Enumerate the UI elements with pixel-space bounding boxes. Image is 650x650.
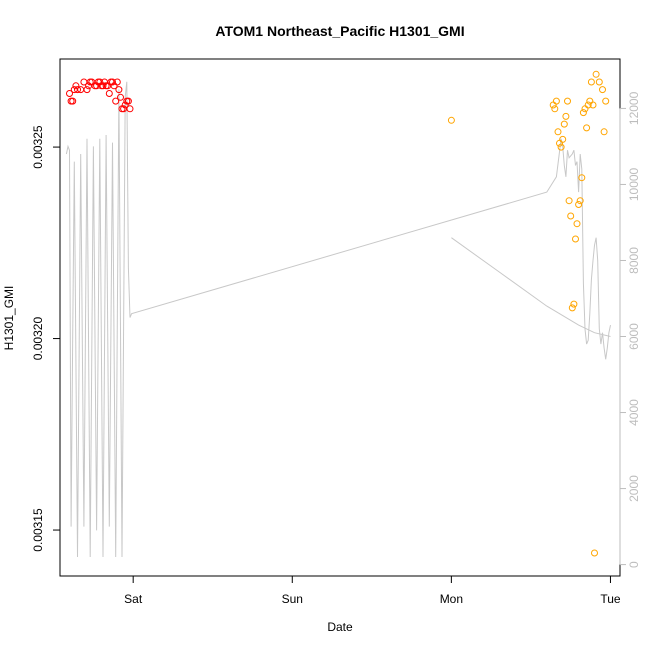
- data-point: [69, 97, 77, 105]
- y2-tick-label: 2000: [627, 475, 641, 502]
- data-point: [562, 112, 570, 120]
- data-point: [579, 109, 587, 117]
- data-point: [586, 97, 594, 105]
- plot-area-border: [59, 58, 621, 577]
- data-point: [557, 143, 565, 151]
- data-point: [602, 97, 610, 105]
- y-tick-label: 0.00320: [31, 317, 45, 361]
- data-point: [113, 78, 121, 86]
- data-point: [74, 86, 81, 94]
- y2-tick-label: 4000: [627, 399, 641, 426]
- y-axis-left: 0.00315 0.00320 0.00325: [31, 125, 61, 552]
- data-point: [583, 124, 591, 132]
- data-point: [124, 97, 132, 105]
- y2-tick-label: 12000: [627, 91, 641, 125]
- data-point: [567, 212, 575, 220]
- y-axis-right: 0 2000 4000 6000 8000 10000 12000: [619, 91, 641, 568]
- data-point: [549, 101, 557, 109]
- data-point: [595, 78, 603, 86]
- data-point: [554, 128, 562, 136]
- data-points: [66, 70, 610, 557]
- altitude-line-2: [451, 237, 611, 337]
- data-point: [576, 197, 584, 205]
- data-point: [560, 120, 568, 128]
- x-tick-label: Mon: [440, 592, 463, 606]
- data-point: [570, 300, 578, 308]
- y2-tick-label: 0: [627, 561, 641, 568]
- data-point: [589, 101, 597, 109]
- data-point: [587, 78, 595, 86]
- data-point: [568, 304, 576, 312]
- data-point: [552, 97, 560, 105]
- data-point: [105, 90, 113, 97]
- data-point: [72, 82, 80, 90]
- data-point: [578, 174, 586, 182]
- y-axis-label: H1301_GMI: [2, 286, 16, 351]
- data-point: [591, 549, 598, 557]
- x-tick-label: Sun: [282, 592, 303, 606]
- y2-tick-label: 10000: [627, 167, 641, 201]
- data-point: [575, 201, 583, 208]
- data-point: [66, 90, 73, 97]
- data-point: [581, 105, 589, 113]
- x-axis: Sat Sun Mon Tue: [124, 575, 621, 606]
- data-point: [565, 197, 573, 205]
- data-point: [599, 86, 606, 94]
- data-point: [592, 70, 600, 78]
- x-tick-label: Tue: [600, 592, 621, 606]
- data-point: [83, 86, 91, 94]
- y-tick-label: 0.00325: [31, 125, 45, 169]
- data-point: [573, 220, 581, 228]
- data-point: [447, 116, 455, 124]
- data-point: [99, 82, 107, 90]
- data-point: [551, 105, 559, 113]
- data-point: [115, 86, 123, 94]
- data-point: [559, 135, 567, 143]
- data-point: [584, 101, 592, 109]
- y2-tick-label: 6000: [627, 323, 641, 350]
- data-point: [85, 82, 93, 90]
- data-point: [564, 97, 571, 105]
- data-point: [572, 235, 579, 243]
- y2-tick-label: 8000: [627, 247, 641, 274]
- x-axis-label: Date: [327, 620, 353, 634]
- data-point: [600, 128, 608, 136]
- data-point: [112, 97, 120, 105]
- data-point: [109, 78, 116, 86]
- x-tick-label: Sat: [124, 592, 143, 606]
- altitude-line-1: [65, 81, 611, 558]
- altitude-lines: [65, 81, 611, 558]
- data-point: [117, 93, 124, 101]
- y-tick-label: 0.00315: [31, 508, 45, 552]
- chart-title: ATOM1 Northeast_Pacific H1301_GMI: [215, 23, 464, 39]
- data-point: [126, 105, 134, 113]
